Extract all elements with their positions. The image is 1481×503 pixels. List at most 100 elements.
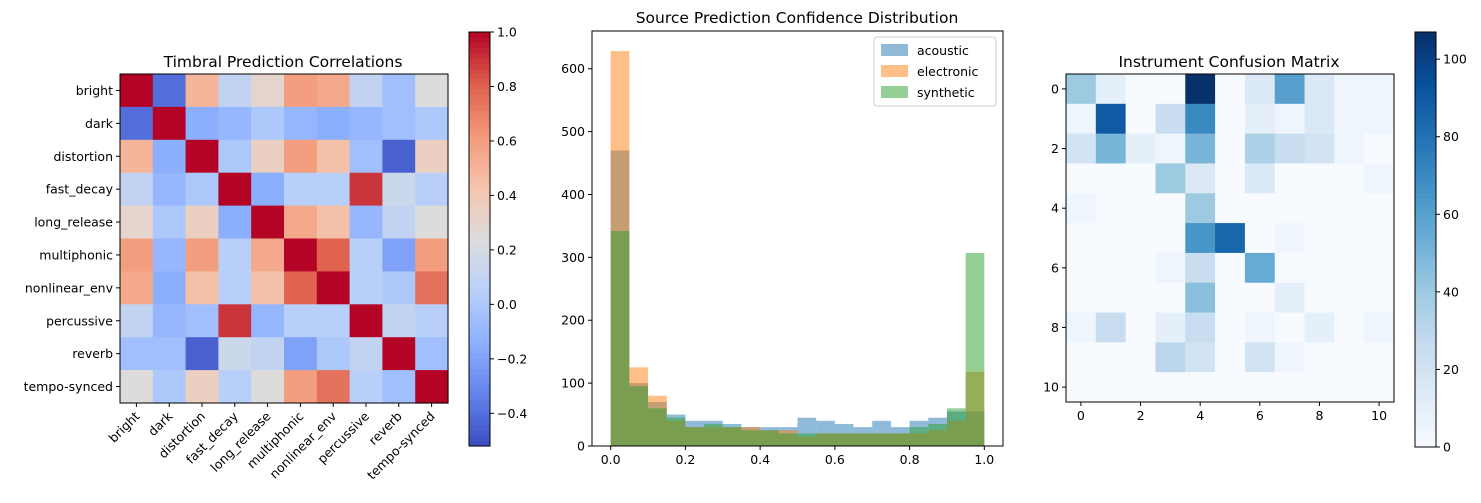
colorbar-gradient-segment xyxy=(1415,431,1436,438)
colorbar-gradient-segment xyxy=(469,119,490,126)
colorbar-gradient-segment xyxy=(469,321,490,328)
histogram-bar-synthetic xyxy=(648,408,667,446)
heatmap-cell xyxy=(218,106,252,141)
colorbar-gradient-segment xyxy=(469,239,490,245)
heatmap-cell xyxy=(349,304,383,338)
heatmap-cell xyxy=(349,337,383,371)
heatmap-cell xyxy=(415,337,449,371)
confusion-cell xyxy=(1095,342,1127,373)
confusion-cell xyxy=(1125,342,1157,373)
y-tick-label: 300 xyxy=(561,250,585,265)
colorbar-gradient-segment xyxy=(1415,172,1436,178)
confusion-cell xyxy=(1066,312,1097,343)
heatmap-cell xyxy=(382,172,416,207)
heatmap-cell xyxy=(218,172,252,207)
colorbar-gradient-segment xyxy=(1415,140,1436,147)
heatmap-cell xyxy=(316,304,351,338)
heatmap-cell xyxy=(382,271,416,305)
confusion-cell xyxy=(1125,372,1157,403)
confusion-cell xyxy=(1364,163,1395,194)
colorbar-gradient-segment xyxy=(1415,296,1436,303)
colorbar-gradient-segment xyxy=(1415,364,1436,370)
confusion-matrix-frame xyxy=(1065,73,1395,403)
colorbar-gradient-segment xyxy=(469,161,490,168)
confusion-cell xyxy=(1095,372,1127,403)
confusion-cell xyxy=(1095,163,1127,194)
colorbar-gradient-segment xyxy=(469,192,490,199)
y-tick-label: 6 xyxy=(1051,260,1059,275)
colorbar-gradient-segment xyxy=(469,99,490,106)
colorbar-gradient-segment xyxy=(1415,151,1436,158)
colorbar-gradient-segment xyxy=(469,254,490,261)
y-tick-label: 100 xyxy=(561,376,585,391)
heatmap-cell xyxy=(152,74,187,108)
heatmap-cell xyxy=(152,370,187,404)
histogram-bar-synthetic xyxy=(928,423,947,446)
confusion-cell xyxy=(1095,133,1127,165)
confusion-cell xyxy=(1155,163,1186,194)
confusion-colorbar: 0 20 40 60 80 100 xyxy=(1414,31,1467,455)
confusion-cell xyxy=(1066,74,1097,105)
colorbar-gradient-segment xyxy=(1415,198,1436,204)
confusion-matrix-x-ticks: 0 2 4 6 8 10 xyxy=(1077,402,1387,423)
heatmap-cell xyxy=(152,139,187,174)
colorbar-gradient-segment xyxy=(469,187,490,194)
confusion-cell xyxy=(1274,252,1306,284)
heatmap-cell xyxy=(284,139,318,174)
colorbar-gradient-segment xyxy=(469,140,490,147)
heatmap-cell xyxy=(316,139,351,174)
confusion-cell xyxy=(1185,133,1216,165)
colorbar-gradient-segment xyxy=(469,83,490,90)
confusion-cell xyxy=(1066,193,1097,224)
colorbar-gradient-segment xyxy=(1415,415,1436,422)
colorbar-gradient-segment xyxy=(1415,343,1436,350)
x-tick-label: 0 xyxy=(1077,408,1085,423)
correlation-heatmap-title: Timbral Prediction Correlations xyxy=(163,53,403,71)
confusion-cell xyxy=(1274,103,1306,135)
confusion-cell xyxy=(1334,103,1365,135)
colorbar-gradient-segment xyxy=(1415,57,1436,64)
heatmap-cell xyxy=(316,271,351,305)
heatmap-cell xyxy=(251,139,285,174)
confusion-cell xyxy=(1185,193,1216,224)
colorbar-gradient-segment xyxy=(1415,166,1436,173)
colorbar-gradient-segment xyxy=(1415,338,1436,344)
confusion-cell xyxy=(1244,193,1276,224)
confusion-cell xyxy=(1095,74,1127,105)
confusion-cell xyxy=(1364,223,1395,254)
confusion-cell xyxy=(1215,74,1246,105)
colorbar-gradient-segment xyxy=(469,373,490,380)
heatmap-cell xyxy=(251,205,285,240)
colorbar-gradient-segment xyxy=(469,358,490,364)
confidence-histogram-panel: Source Prediction Confidence Distributio… xyxy=(561,9,1004,467)
confusion-cell xyxy=(1215,103,1246,135)
confusion-cell xyxy=(1155,223,1186,254)
colorbar-gradient-segment xyxy=(1415,275,1436,282)
heatmap-cell xyxy=(284,238,318,272)
confusion-cell xyxy=(1185,372,1216,403)
heatmap-cell xyxy=(185,370,219,404)
heatmap-cell xyxy=(120,205,154,240)
colorbar-gradient-segment xyxy=(1415,281,1436,287)
x-tick-label: 0.0 xyxy=(601,452,621,467)
x-tick-label: 4 xyxy=(1196,408,1204,423)
confusion-cell xyxy=(1066,252,1097,284)
confusion-cell xyxy=(1095,103,1127,135)
colorbar-gradient-segment xyxy=(1415,395,1436,401)
colorbar-gradient-segment xyxy=(1415,146,1436,152)
heatmap-cell xyxy=(382,337,416,371)
colorbar-gradient-segment xyxy=(469,394,490,401)
confusion-cell xyxy=(1155,342,1186,373)
colorbar-gradient-segment xyxy=(469,135,490,142)
confusion-cell xyxy=(1185,342,1216,373)
colorbar-gradient-segment xyxy=(1415,265,1436,272)
colorbar-gradient-segment xyxy=(1415,52,1436,59)
confidence-histogram-bars xyxy=(610,51,985,447)
colorbar-gradient-segment xyxy=(469,78,490,85)
heatmap-cell xyxy=(152,271,187,305)
histogram-bar-synthetic xyxy=(722,427,742,446)
histogram-bar-synthetic xyxy=(872,433,891,446)
confusion-cell xyxy=(1066,342,1097,373)
confusion-cell xyxy=(1274,372,1306,403)
